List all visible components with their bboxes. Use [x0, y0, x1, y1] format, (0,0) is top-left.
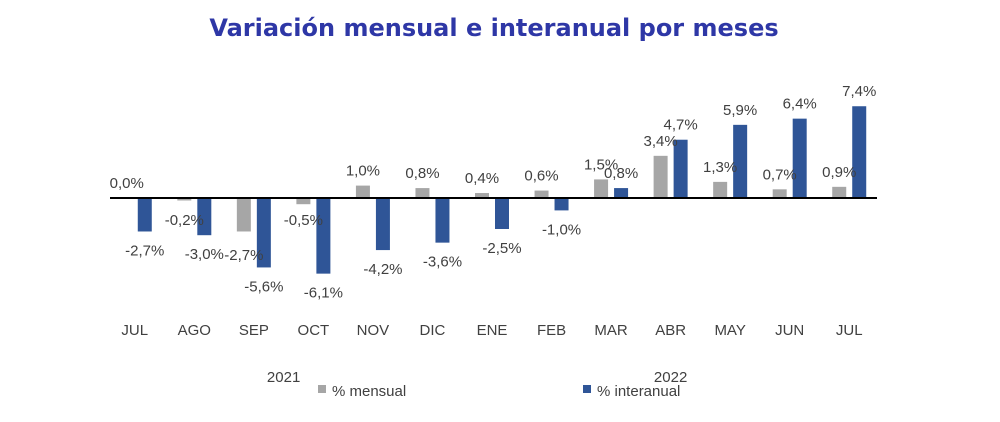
- bar-interanual-11: [792, 118, 807, 198]
- data-label-mensual: 0,7%: [763, 166, 797, 183]
- bar-mensual-11: [772, 189, 787, 198]
- bar-mensual-1: [177, 198, 192, 201]
- bar-mensual-5: [415, 188, 430, 198]
- legend: % mensual % interanual: [318, 383, 680, 400]
- bar-mensual-10: [713, 181, 728, 198]
- category-label: JUL: [836, 322, 863, 339]
- data-label-mensual: -0,5%: [284, 212, 323, 229]
- year-label: 2022: [654, 369, 687, 386]
- data-label-interanual: -3,6%: [423, 254, 462, 271]
- data-label-mensual: 0,0%: [110, 175, 144, 192]
- bar-mensual-12: [832, 186, 847, 198]
- data-label-interanual: 7,4%: [842, 83, 876, 100]
- bar-mensual-4: [355, 185, 370, 198]
- category-axis-labels: JUL AGO SEP OCT NOV DIC ENE FEB MAR ABR MAY JUN JUL: [121, 322, 862, 339]
- category-label: ENE: [477, 322, 508, 339]
- bar-mensual-2: [236, 198, 251, 232]
- data-label-interanual: -1,0%: [542, 221, 581, 238]
- data-label-interanual: 4,7%: [664, 117, 698, 134]
- bar-interanual-7: [554, 198, 569, 211]
- data-label-mensual: 0,9%: [822, 164, 856, 181]
- bars-layer: [137, 106, 867, 274]
- category-label: JUN: [775, 322, 804, 339]
- data-label-interanual: -5,6%: [244, 278, 283, 295]
- data-label-mensual: 1,3%: [703, 159, 737, 176]
- data-label-mensual: -2,7%: [224, 247, 263, 264]
- bar-interanual-6: [495, 198, 509, 229]
- year-labels: 2021 2022: [267, 369, 687, 386]
- bar-interanual-8: [614, 188, 629, 198]
- category-label: AGO: [178, 322, 211, 339]
- data-label-interanual: -3,0%: [185, 246, 224, 263]
- bar-mensual-6: [475, 193, 489, 198]
- category-label: OCT: [298, 322, 330, 339]
- category-label: FEB: [537, 322, 566, 339]
- bar-mensual-9: [653, 155, 668, 198]
- bar-mensual-8: [594, 179, 609, 198]
- bar-interanual-10: [733, 124, 748, 198]
- data-label-interanual: -2,7%: [125, 242, 164, 259]
- bar-interanual-0: [137, 198, 152, 232]
- data-label-mensual: -0,2%: [165, 212, 204, 229]
- category-label: ABR: [655, 322, 686, 339]
- category-label: DIC: [420, 322, 446, 339]
- legend-label: % mensual: [332, 383, 406, 400]
- data-label-mensual: 3,4%: [644, 133, 678, 150]
- data-label-interanual: 5,9%: [723, 102, 757, 119]
- category-label: NOV: [357, 322, 390, 339]
- category-label: SEP: [239, 322, 269, 339]
- legend-swatch: [318, 385, 326, 393]
- data-label-interanual: -6,1%: [304, 285, 343, 302]
- data-label-mensual: 1,0%: [346, 163, 380, 180]
- data-label-mensual: 0,6%: [524, 168, 558, 185]
- data-label-interanual: 6,4%: [783, 96, 817, 113]
- data-label-interanual: 0,8%: [604, 165, 638, 182]
- legend-label: % interanual: [597, 383, 680, 400]
- bar-interanual-5: [435, 198, 450, 243]
- data-labels-layer: 0,0%-2,7%-0,2%-3,0% -2,7%-5,6%-0,5%-6,1%1…: [110, 83, 877, 301]
- data-label-mensual: 0,8%: [405, 165, 439, 182]
- bar-interanual-4: [375, 198, 390, 251]
- data-label-mensual: 1,5%: [584, 156, 618, 173]
- data-label-interanual: -4,2%: [363, 261, 402, 278]
- bar-mensual-3: [296, 198, 311, 205]
- bar-interanual-12: [852, 106, 867, 198]
- bar-interanual-3: [316, 198, 331, 274]
- legend-swatch: [583, 385, 591, 393]
- bar-interanual-2: [256, 198, 271, 268]
- category-label: MAY: [714, 322, 745, 339]
- bar-interanual-1: [197, 198, 212, 236]
- category-label: JUL: [121, 322, 148, 339]
- year-label: 2021: [267, 369, 300, 386]
- data-label-mensual: 0,4%: [465, 170, 499, 187]
- bar-interanual-9: [673, 139, 688, 198]
- data-label-interanual: -2,5%: [482, 240, 521, 257]
- bar-mensual-7: [534, 190, 549, 198]
- chart-title: Variación mensual e interanual por meses: [209, 14, 779, 42]
- category-label: MAR: [594, 322, 628, 339]
